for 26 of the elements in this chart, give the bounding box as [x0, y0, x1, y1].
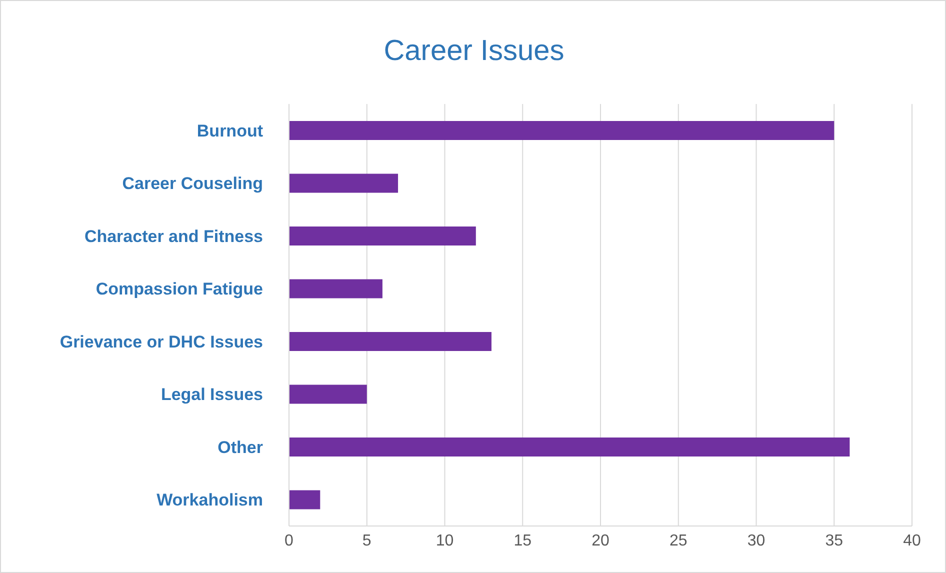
x-tick-label: 0: [284, 532, 294, 550]
y-tick-label: Compassion Fatigue: [96, 280, 263, 299]
x-tick-label: 15: [514, 532, 532, 550]
y-tick-label: Grievance or DHC Issues: [60, 332, 263, 352]
bar: [289, 438, 850, 456]
x-tick-label: 5: [362, 532, 372, 550]
x-tick-label: 20: [592, 532, 610, 550]
x-tick-label: 25: [669, 532, 688, 550]
x-tick-label: 40: [903, 532, 921, 550]
chart-title: Career Issues: [382, 35, 566, 68]
y-tick-label: Burnout: [196, 121, 264, 140]
y-tick-label: Workaholism: [156, 490, 263, 510]
x-tick-label: 10: [436, 532, 454, 550]
x-tick-label: 35: [825, 532, 844, 550]
bar: [289, 490, 320, 510]
x-tick-label: 30: [747, 532, 766, 550]
bar: [289, 384, 367, 404]
bar: [289, 279, 382, 298]
y-tick-label: Other: [218, 438, 264, 457]
bar: [289, 174, 398, 193]
y-tick-label: Character and Fitness: [84, 226, 263, 246]
bar: [289, 332, 492, 351]
bar: [289, 121, 834, 140]
y-tick-label: Career Couseling: [122, 174, 263, 194]
y-tick-label: Legal Issues: [160, 385, 263, 404]
bar: [289, 226, 476, 246]
